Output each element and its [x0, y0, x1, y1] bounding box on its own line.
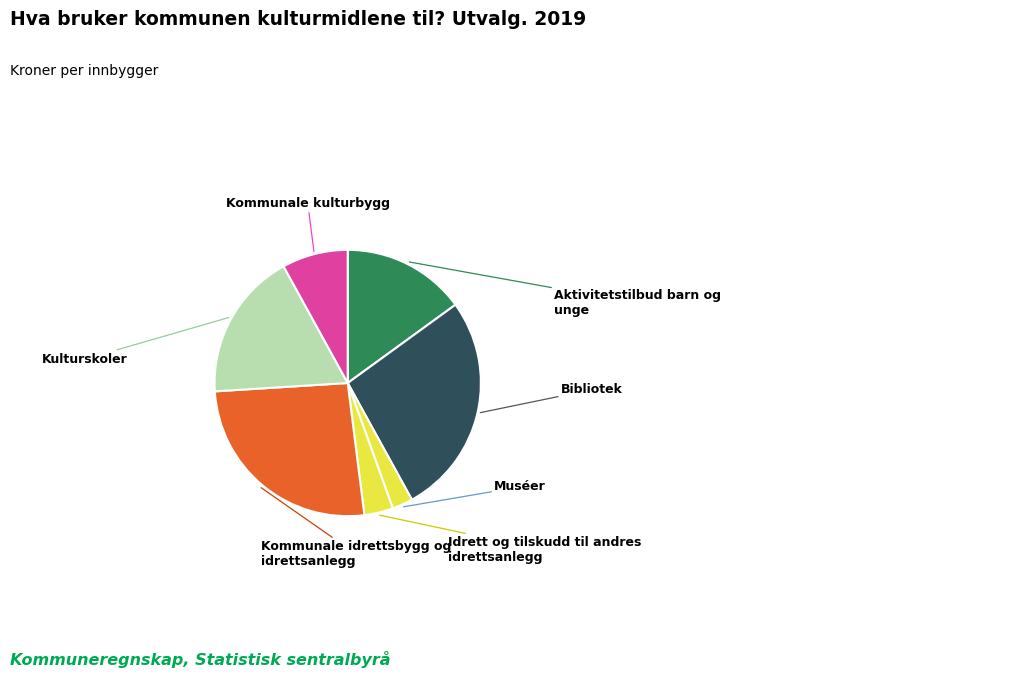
Text: Bibliotek: Bibliotek	[480, 383, 622, 413]
Text: Kroner per innbygger: Kroner per innbygger	[10, 64, 159, 79]
Wedge shape	[348, 383, 393, 515]
Wedge shape	[348, 383, 412, 508]
Text: Kulturskoler: Kulturskoler	[43, 317, 229, 365]
Wedge shape	[348, 250, 456, 383]
Text: Aktivitetstilbud barn og
unge: Aktivitetstilbud barn og unge	[410, 262, 721, 317]
Text: Kommuneregnskap, Statistisk sentralbyrå: Kommuneregnskap, Statistisk sentralbyrå	[10, 651, 391, 668]
Wedge shape	[284, 250, 348, 383]
Text: Kommunale idrettsbygg og
idrettsanlegg: Kommunale idrettsbygg og idrettsanlegg	[261, 487, 452, 568]
Wedge shape	[348, 304, 481, 500]
Text: Muséer: Muséer	[404, 481, 546, 507]
Wedge shape	[215, 266, 348, 391]
Text: Kommunale kulturbygg: Kommunale kulturbygg	[226, 197, 390, 252]
Text: Hva bruker kommunen kulturmidlene til? Utvalg. 2019: Hva bruker kommunen kulturmidlene til? U…	[10, 10, 587, 29]
Text: Idrett og tilskudd til andres
idrettsanlegg: Idrett og tilskudd til andres idrettsanl…	[379, 515, 641, 564]
Wedge shape	[215, 383, 364, 516]
